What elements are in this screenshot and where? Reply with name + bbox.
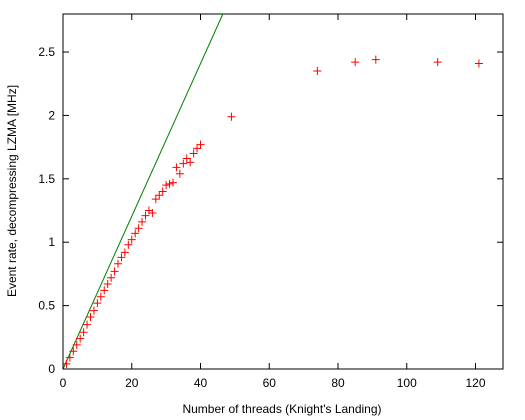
data-point bbox=[83, 320, 92, 329]
data-point bbox=[158, 187, 167, 196]
data-point bbox=[100, 286, 109, 295]
y-axis-label: Event rate, decompressing LZMA [MHz] bbox=[5, 85, 19, 297]
y-axis-ticks: 0 0.5 1 1.5 2 2.5 bbox=[38, 45, 503, 376]
data-point bbox=[189, 149, 198, 158]
data-point bbox=[172, 163, 181, 172]
data-point bbox=[151, 195, 160, 204]
y-tick-label: 1.5 bbox=[38, 172, 55, 186]
data-point bbox=[169, 178, 177, 187]
data-point bbox=[86, 313, 95, 322]
data-point bbox=[65, 353, 74, 362]
data-point bbox=[141, 211, 150, 220]
y-tick-label: 0 bbox=[48, 362, 55, 376]
data-point bbox=[62, 359, 71, 368]
data-point bbox=[69, 347, 78, 356]
data-point bbox=[155, 191, 164, 200]
plot-border bbox=[62, 13, 504, 370]
y-tick-label: 0.5 bbox=[38, 299, 55, 313]
x-tick-label: 60 bbox=[263, 376, 277, 390]
data-point bbox=[138, 217, 147, 226]
data-point bbox=[114, 259, 122, 268]
x-axis-ticks: 0 20 40 60 80 100 120 bbox=[60, 14, 486, 390]
data-point bbox=[474, 59, 483, 68]
data-point bbox=[182, 154, 191, 163]
x-tick-label: 40 bbox=[194, 376, 208, 390]
data-points bbox=[62, 55, 483, 368]
data-point bbox=[371, 55, 380, 64]
x-tick-label: 0 bbox=[60, 376, 67, 390]
data-point bbox=[162, 181, 171, 190]
x-tick-label: 20 bbox=[125, 376, 139, 390]
data-point bbox=[313, 67, 322, 76]
data-point bbox=[72, 340, 81, 349]
y-tick-label: 1 bbox=[48, 235, 55, 249]
data-point bbox=[89, 306, 98, 315]
data-point bbox=[165, 179, 174, 188]
data-point bbox=[175, 169, 184, 178]
ideal-scaling-line bbox=[62, 13, 224, 370]
data-point bbox=[186, 158, 195, 167]
y-tick-label: 2 bbox=[48, 108, 55, 122]
data-point bbox=[79, 328, 88, 337]
data-point bbox=[179, 159, 188, 168]
data-point bbox=[120, 248, 129, 257]
data-point bbox=[110, 267, 119, 276]
data-point bbox=[193, 144, 202, 153]
data-point bbox=[76, 334, 85, 343]
x-tick-label: 100 bbox=[397, 376, 417, 390]
data-point bbox=[107, 273, 116, 282]
data-point bbox=[96, 292, 105, 301]
x-tick-label: 80 bbox=[331, 376, 345, 390]
data-point bbox=[227, 112, 236, 121]
plot-frame bbox=[62, 13, 504, 370]
data-point bbox=[351, 58, 360, 67]
data-point bbox=[124, 240, 133, 249]
data-point bbox=[196, 140, 205, 149]
data-point bbox=[103, 280, 112, 289]
data-point bbox=[117, 253, 126, 262]
data-point bbox=[134, 224, 143, 233]
data-point bbox=[148, 209, 157, 218]
data-point bbox=[131, 229, 140, 238]
data-point bbox=[93, 299, 102, 308]
y-tick-label: 2.5 bbox=[38, 45, 55, 59]
data-point bbox=[433, 58, 442, 67]
scaling-lines bbox=[62, 13, 224, 370]
x-axis-label: Number of threads (Knight's Landing) bbox=[182, 402, 381, 416]
data-point bbox=[127, 235, 136, 244]
x-tick-label: 120 bbox=[465, 376, 485, 390]
